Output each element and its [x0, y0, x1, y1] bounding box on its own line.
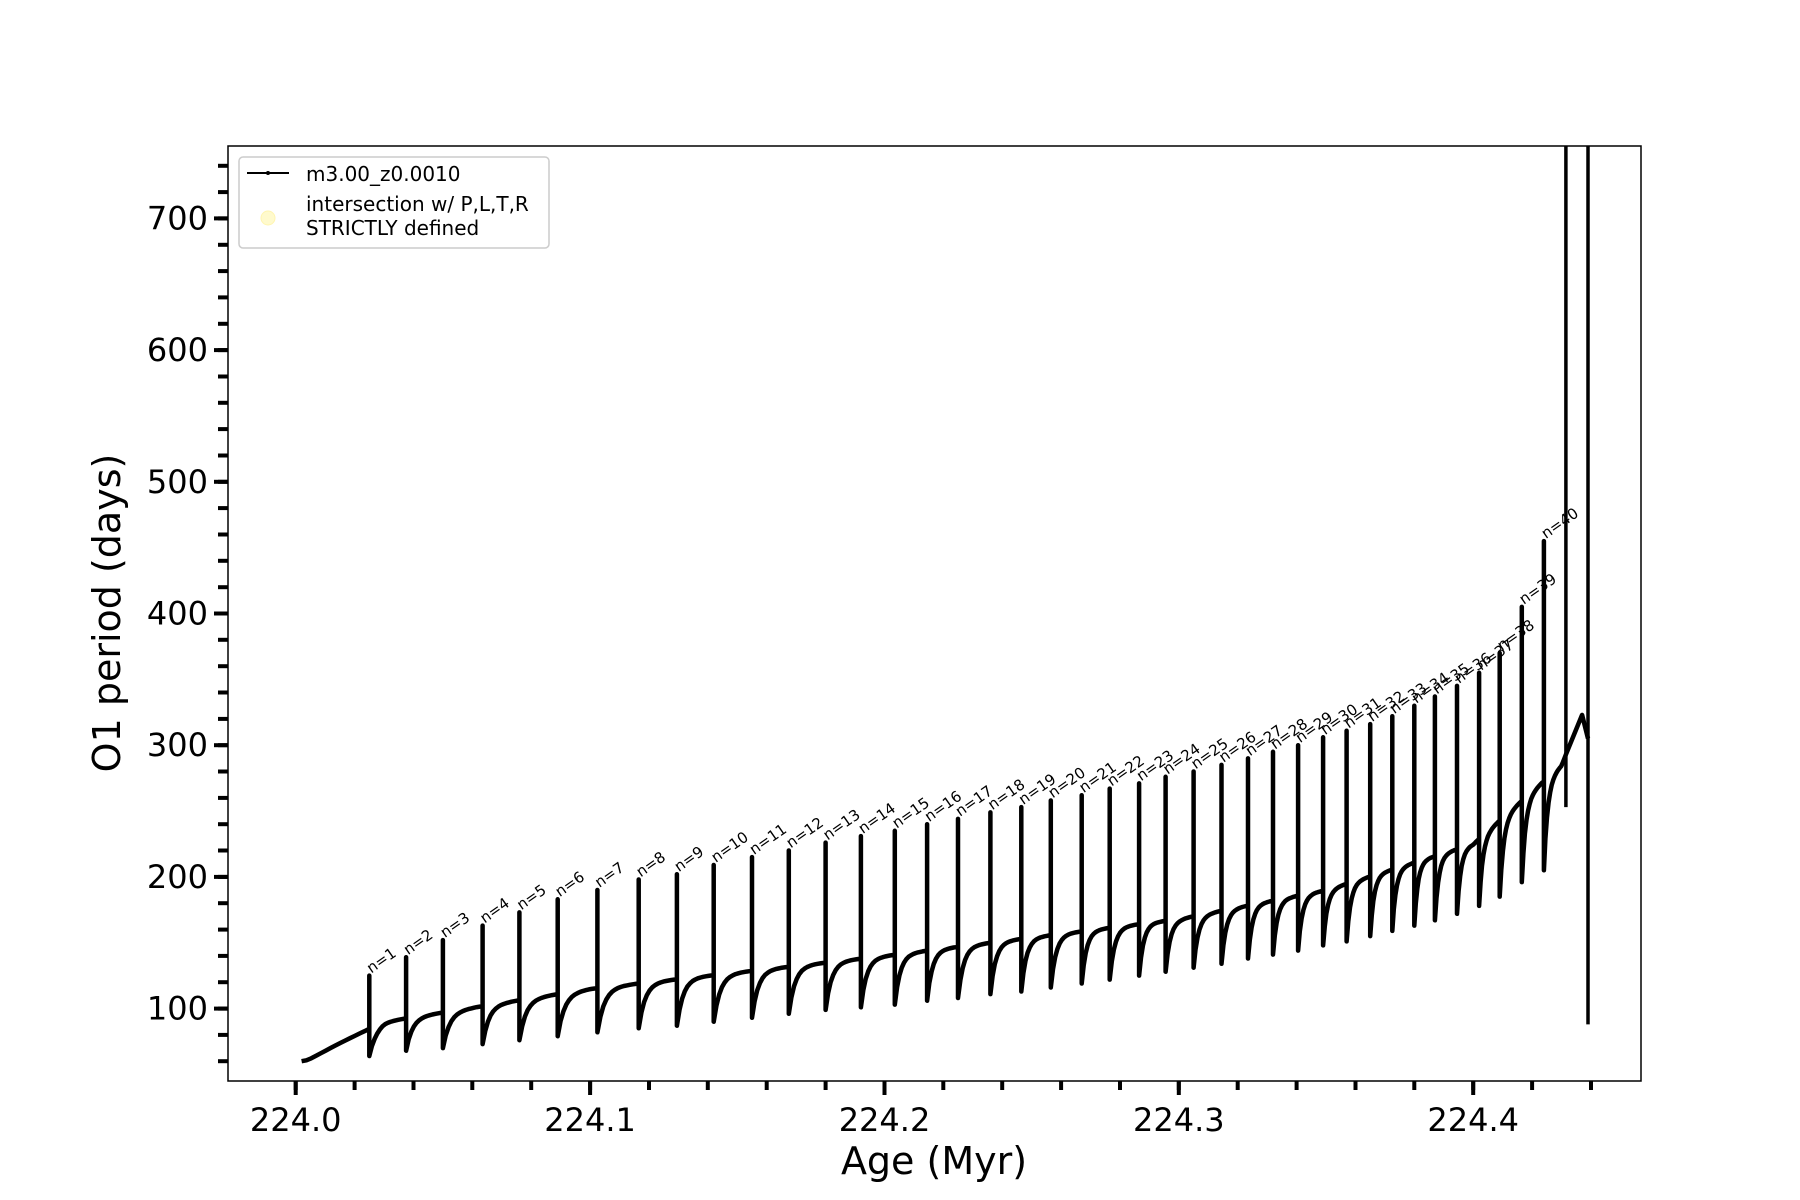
- legend-label-line: STRICTLY defined: [306, 216, 479, 240]
- legend-intersection-marker: [260, 210, 276, 226]
- legend-label-line: intersection w/ P,L,T,R: [306, 192, 529, 216]
- x-tick-label: 224.1: [544, 1101, 636, 1139]
- legend-label-series: m3.00_z0.0010: [306, 162, 461, 186]
- y-tick-label: 300: [147, 726, 208, 764]
- series-line: [301, 538, 1591, 1064]
- y-tick-label: 700: [147, 199, 208, 237]
- y-tick-label: 500: [147, 463, 208, 501]
- y-axis-title: O1 period (days): [85, 454, 129, 773]
- legend: m3.00_z0.0010 intersection w/ P,L,T,R STR…: [238, 156, 550, 249]
- legend-box: [238, 156, 550, 249]
- x-axis-title: Age (Myr): [841, 1139, 1027, 1183]
- legend-label-intersection: intersection w/ P,L,T,R STRICTLY defined: [306, 192, 529, 240]
- x-tick-label: 224.3: [1133, 1101, 1225, 1139]
- y-tick-label: 100: [147, 990, 208, 1028]
- x-axis: 224.0 224.1 224.2 224.3 224.4: [250, 1081, 1593, 1139]
- y-tick-label: 200: [147, 858, 208, 896]
- series-layer: [301, 146, 1591, 1064]
- y-tick-label: 400: [147, 595, 208, 633]
- y-axis: 100 200 300 400 500 600 700: [147, 163, 228, 1064]
- y-tick-label: 600: [147, 331, 208, 369]
- x-tick-label: 224.4: [1427, 1101, 1519, 1139]
- x-tick-label: 224.0: [250, 1101, 342, 1139]
- legend-dot-marker: [266, 171, 270, 175]
- x-tick-label: 224.2: [839, 1101, 931, 1139]
